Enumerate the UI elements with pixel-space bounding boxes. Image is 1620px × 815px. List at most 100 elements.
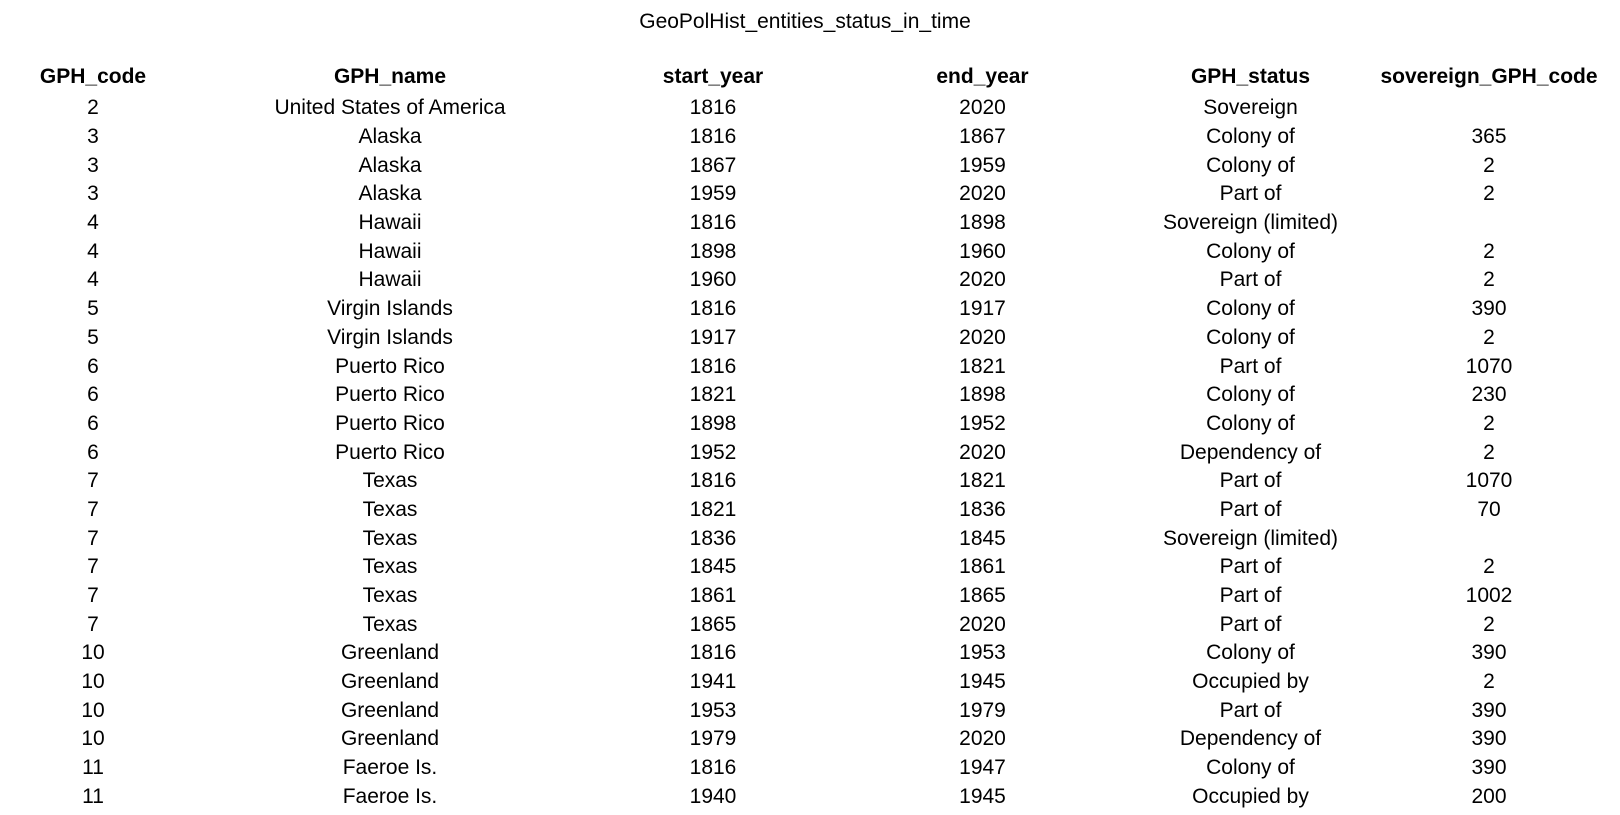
- start-year-cell: 1821: [689, 383, 737, 407]
- table-row: 6 Puerto Rico 1821 1898 Colony of 230: [0, 381, 1610, 410]
- gph-status-cell: Part of: [1219, 354, 1282, 378]
- end-year-cell: 1917: [959, 297, 1006, 321]
- sovereign-gph-code-cell: [1368, 524, 1610, 553]
- gph-status-cell: Colony of: [1206, 125, 1295, 149]
- gph-status-cell: Colony of: [1206, 411, 1295, 435]
- column-header-sovereign-gph-code: sovereign_GPH_code: [1380, 65, 1598, 88]
- gph-name-cell: United States of America: [274, 96, 506, 120]
- gph-name-cell: Texas: [362, 469, 418, 493]
- gph-code-cell: 11: [82, 784, 104, 808]
- gph-name-cell: Greenland: [340, 641, 440, 665]
- gph-status-cell: Part of: [1219, 555, 1282, 579]
- table-row: 4 Hawaii 1960 2020 Part of 2: [0, 266, 1610, 295]
- table-row: 6 Puerto Rico 1952 2020 Dependency of 2: [0, 438, 1610, 467]
- start-year-cell: 1959: [689, 182, 737, 206]
- gph-name-cell: Virgin Islands: [327, 297, 453, 321]
- gph-code-cell: 7: [87, 497, 99, 521]
- gph-name-cell: Alaska: [358, 153, 422, 177]
- sovereign-gph-code-cell: 390: [1471, 641, 1507, 665]
- table-row: 3 Alaska 1867 1959 Colony of 2: [0, 151, 1610, 180]
- sovereign-gph-code-cell: 2: [1483, 325, 1495, 349]
- table-header-row: GPH_code GPH_name start_year end_year GP…: [0, 60, 1610, 94]
- gph-code-cell: 6: [87, 411, 99, 435]
- gph-status-cell: Colony of: [1206, 383, 1295, 407]
- start-year-cell: 1816: [689, 756, 737, 780]
- gph-name-cell: Faeroe Is.: [342, 756, 438, 780]
- gph-code-cell: 5: [87, 325, 99, 349]
- start-year-cell: 1960: [689, 268, 737, 292]
- gph-name-cell: Hawaii: [358, 211, 422, 235]
- start-year-cell: 1816: [689, 641, 737, 665]
- gph-name-cell: Greenland: [340, 670, 440, 694]
- table-row: 7 Texas 1865 2020 Part of 2: [0, 610, 1610, 639]
- gph-code-cell: 4: [87, 268, 99, 292]
- gph-status-cell: Part of: [1219, 268, 1282, 292]
- gph-status-cell: Sovereign (limited): [1162, 526, 1339, 550]
- end-year-cell: 1947: [959, 756, 1006, 780]
- sovereign-gph-code-cell: 2: [1483, 440, 1495, 464]
- start-year-cell: 1940: [689, 784, 737, 808]
- column-header-gph-code: GPH_code: [39, 65, 147, 88]
- table-row: 10 Greenland 1941 1945 Occupied by 2: [0, 668, 1610, 697]
- gph-code-cell: 5: [87, 297, 99, 321]
- table-row: 7 Texas 1845 1861 Part of 2: [0, 553, 1610, 582]
- start-year-cell: 1898: [689, 239, 737, 263]
- start-year-cell: 1917: [689, 325, 737, 349]
- sovereign-gph-code-cell: 2: [1483, 555, 1495, 579]
- gph-code-cell: 7: [87, 555, 99, 579]
- sovereign-gph-code-cell: 365: [1471, 125, 1507, 149]
- end-year-cell: 1821: [959, 354, 1006, 378]
- sovereign-gph-code-cell: 390: [1471, 297, 1507, 321]
- sovereign-gph-code-cell: 2: [1483, 612, 1495, 636]
- gph-status-cell: Colony of: [1206, 239, 1295, 263]
- sovereign-gph-code-cell: 230: [1471, 383, 1507, 407]
- end-year-cell: 1959: [959, 153, 1006, 177]
- end-year-cell: 1821: [959, 469, 1006, 493]
- gph-status-cell: Occupied by: [1192, 670, 1309, 694]
- start-year-cell: 1979: [689, 727, 737, 751]
- end-year-cell: 2020: [959, 182, 1006, 206]
- gph-status-cell: Colony of: [1206, 153, 1295, 177]
- start-year-cell: 1816: [689, 297, 737, 321]
- gph-status-cell: Colony of: [1206, 325, 1295, 349]
- gph-code-cell: 7: [87, 584, 99, 608]
- gph-name-cell: Hawaii: [358, 239, 422, 263]
- gph-code-cell: 3: [87, 182, 99, 206]
- gph-code-cell: 2: [87, 96, 99, 120]
- status-table: GPH_code GPH_name start_year end_year GP…: [0, 60, 1610, 811]
- table-row: 11 Faeroe Is. 1816 1947 Colony of 390: [0, 754, 1610, 783]
- column-header-end-year: end_year: [936, 65, 1029, 88]
- column-header-gph-name: GPH_name: [333, 65, 447, 88]
- gph-status-cell: Dependency of: [1179, 727, 1322, 751]
- gph-name-cell: Greenland: [340, 727, 440, 751]
- gph-status-cell: Part of: [1219, 612, 1282, 636]
- sovereign-gph-code-cell: 2: [1483, 153, 1495, 177]
- sovereign-gph-code-cell: 2: [1483, 239, 1495, 263]
- gph-status-cell: Sovereign (limited): [1162, 211, 1339, 235]
- start-year-cell: 1816: [689, 354, 737, 378]
- sovereign-gph-code-cell: 390: [1471, 727, 1507, 751]
- table-row: 10 Greenland 1979 2020 Dependency of 390: [0, 725, 1610, 754]
- gph-code-cell: 3: [87, 153, 99, 177]
- table-row: 10 Greenland 1816 1953 Colony of 390: [0, 639, 1610, 668]
- end-year-cell: 2020: [959, 325, 1006, 349]
- sovereign-gph-code-cell: 390: [1471, 756, 1507, 780]
- start-year-cell: 1816: [689, 125, 737, 149]
- end-year-cell: 1867: [959, 125, 1006, 149]
- gph-name-cell: Greenland: [340, 698, 440, 722]
- end-year-cell: 1865: [959, 584, 1006, 608]
- end-year-cell: 1945: [959, 784, 1006, 808]
- gph-name-cell: Texas: [362, 584, 418, 608]
- gph-code-cell: 6: [87, 354, 99, 378]
- table-row: 10 Greenland 1953 1979 Part of 390: [0, 696, 1610, 725]
- column-header-gph-status: GPH_status: [1190, 65, 1311, 88]
- start-year-cell: 1865: [689, 612, 737, 636]
- table-body: 2 United States of America 1816 2020 Soverei…: [0, 94, 1610, 811]
- start-year-cell: 1867: [689, 153, 737, 177]
- table-row: 11 Faeroe Is. 1940 1945 Occupied by 200: [0, 783, 1610, 812]
- column-header-start-year: start_year: [662, 65, 764, 88]
- gph-status-cell: Part of: [1219, 182, 1282, 206]
- table-row: 6 Puerto Rico 1816 1821 Part of 1070: [0, 352, 1610, 381]
- table-row: 7 Texas 1836 1845 Sovereign (limited): [0, 524, 1610, 553]
- sovereign-gph-code-cell: 1002: [1465, 584, 1513, 608]
